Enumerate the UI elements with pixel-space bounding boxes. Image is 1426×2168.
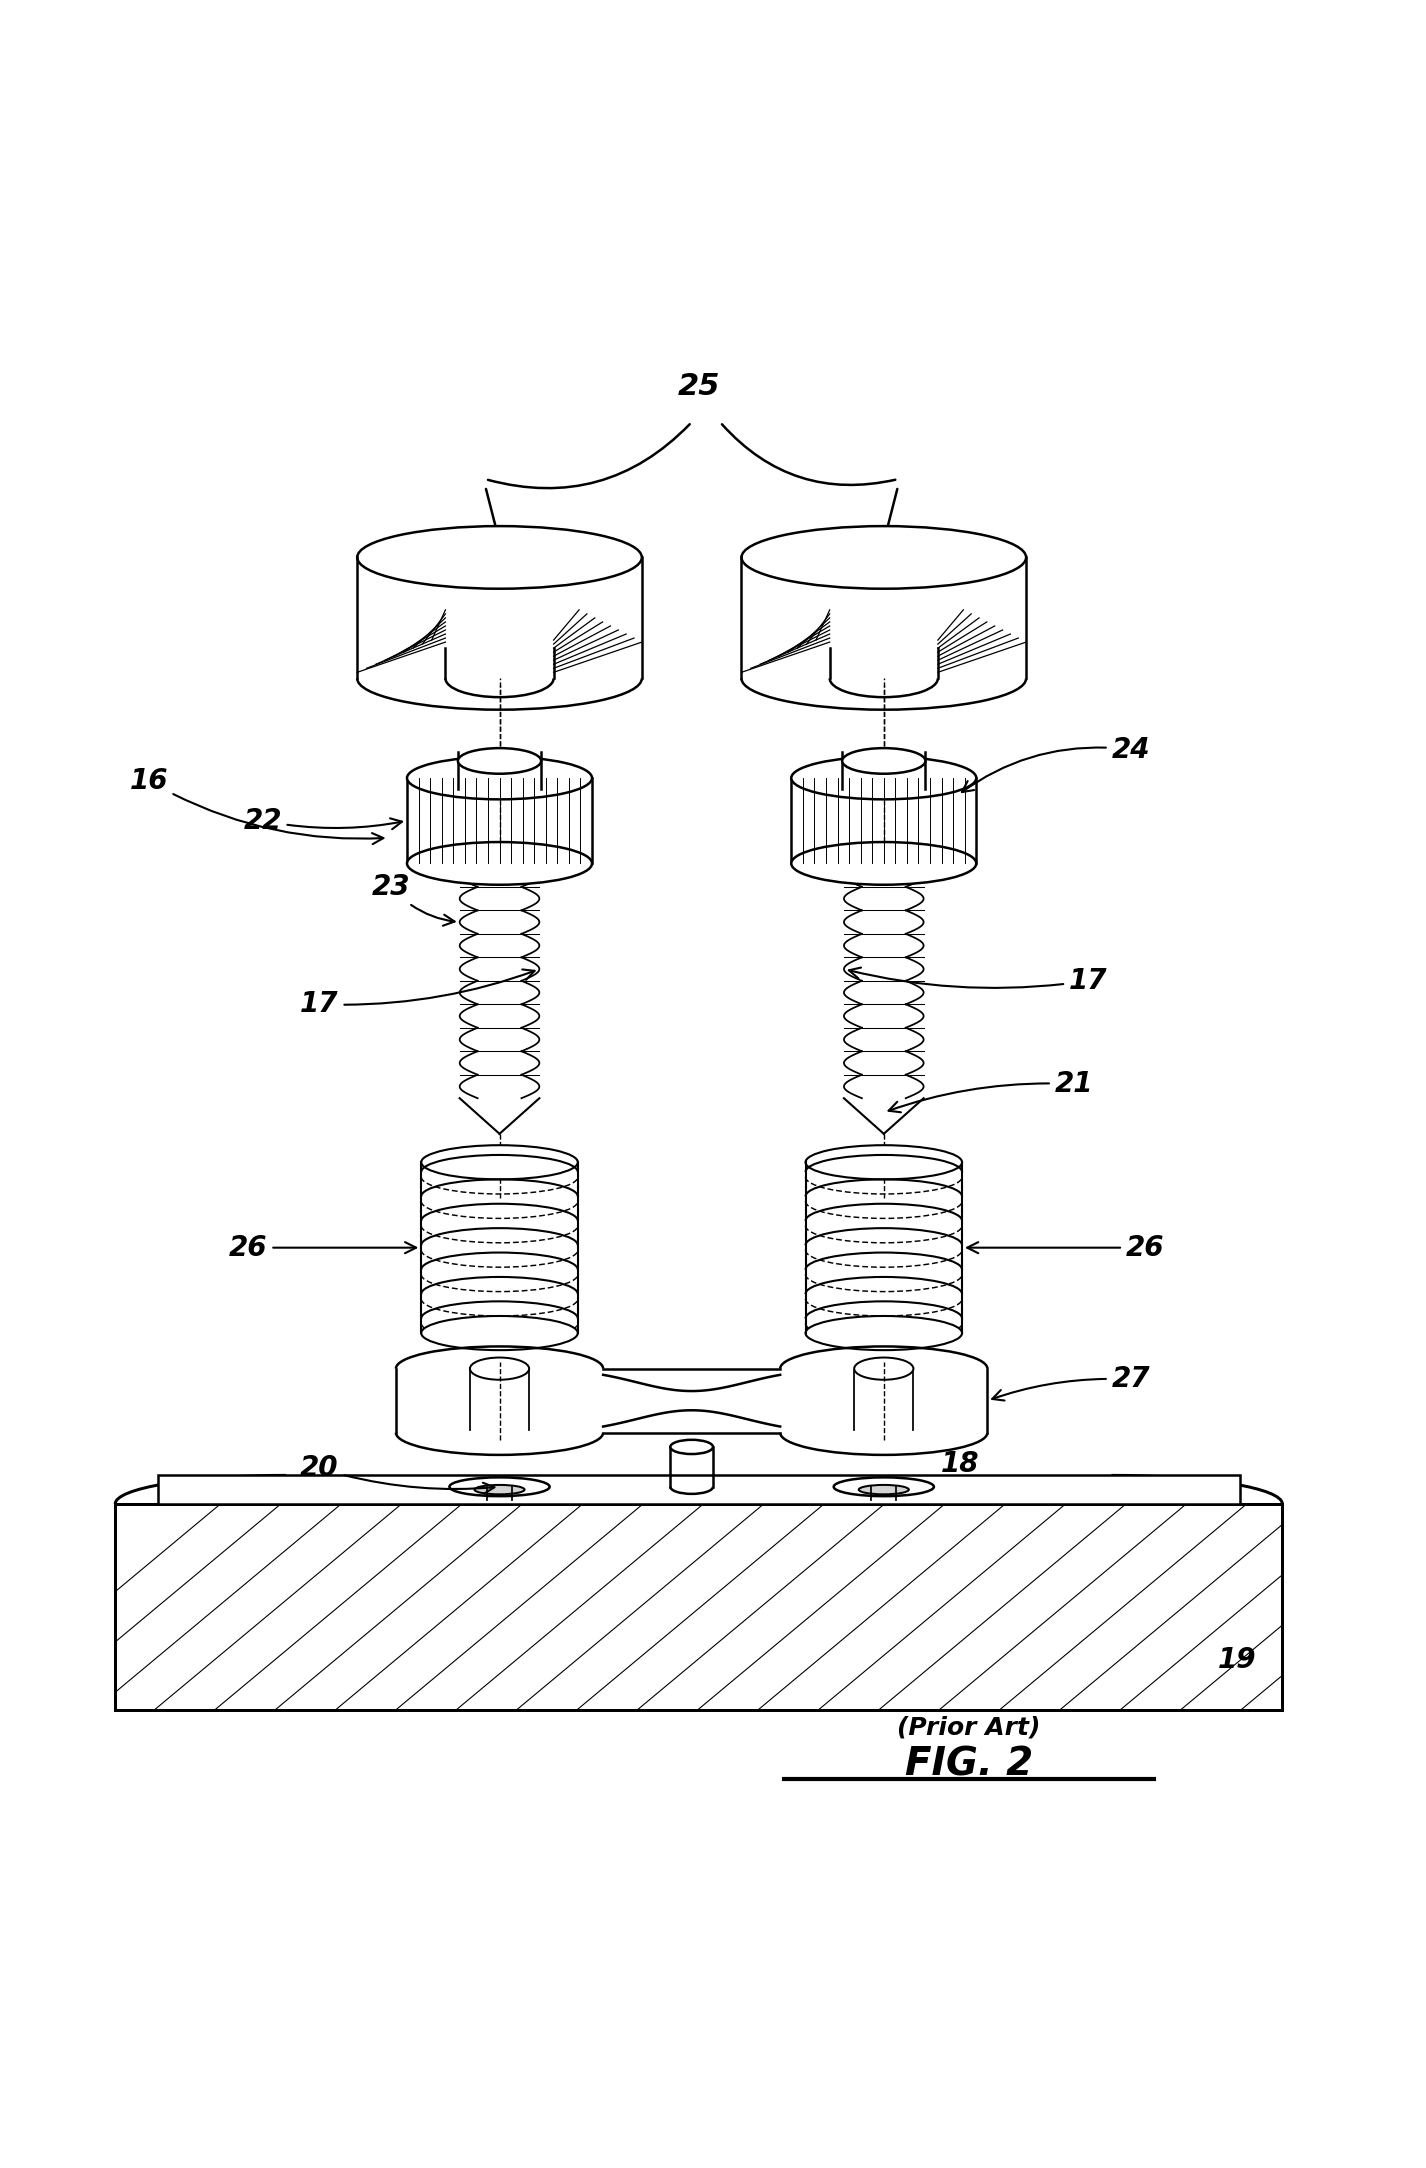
Ellipse shape [742, 527, 1027, 590]
Polygon shape [459, 863, 539, 1099]
Text: (Prior Art): (Prior Art) [897, 1715, 1041, 1739]
Text: FIG. 2: FIG. 2 [906, 1745, 1034, 1784]
Text: 19: 19 [1218, 1646, 1256, 1674]
Text: 25: 25 [677, 373, 720, 401]
Ellipse shape [356, 527, 642, 590]
Text: 24: 24 [963, 735, 1149, 791]
Text: 23: 23 [371, 872, 455, 926]
Text: 26: 26 [967, 1234, 1164, 1262]
Ellipse shape [406, 757, 592, 800]
Text: 26: 26 [230, 1234, 416, 1262]
Ellipse shape [421, 1316, 578, 1351]
Polygon shape [791, 778, 977, 863]
Ellipse shape [406, 841, 592, 885]
Ellipse shape [458, 748, 540, 774]
Ellipse shape [670, 1440, 713, 1455]
Ellipse shape [791, 841, 977, 885]
Text: 27: 27 [992, 1366, 1149, 1401]
Ellipse shape [471, 1357, 529, 1379]
Ellipse shape [475, 1485, 525, 1494]
Polygon shape [158, 1476, 1239, 1505]
Ellipse shape [449, 1476, 549, 1496]
Text: 22: 22 [244, 806, 402, 835]
Polygon shape [742, 557, 1027, 679]
Ellipse shape [806, 1145, 963, 1179]
Ellipse shape [854, 1357, 914, 1379]
Ellipse shape [791, 757, 977, 800]
Polygon shape [806, 1162, 963, 1333]
Text: 17: 17 [848, 967, 1108, 995]
Ellipse shape [806, 1316, 963, 1351]
Ellipse shape [858, 1485, 908, 1494]
Polygon shape [356, 557, 642, 679]
Text: 20: 20 [301, 1455, 495, 1494]
Polygon shape [844, 863, 924, 1099]
Polygon shape [406, 778, 592, 863]
Ellipse shape [843, 748, 925, 774]
Text: 18: 18 [941, 1450, 980, 1479]
Polygon shape [116, 1505, 1282, 1711]
Polygon shape [421, 1162, 578, 1333]
Text: 21: 21 [888, 1071, 1094, 1112]
Ellipse shape [834, 1476, 934, 1496]
Text: 16: 16 [130, 767, 384, 843]
Text: 17: 17 [301, 969, 535, 1019]
Ellipse shape [421, 1145, 578, 1179]
